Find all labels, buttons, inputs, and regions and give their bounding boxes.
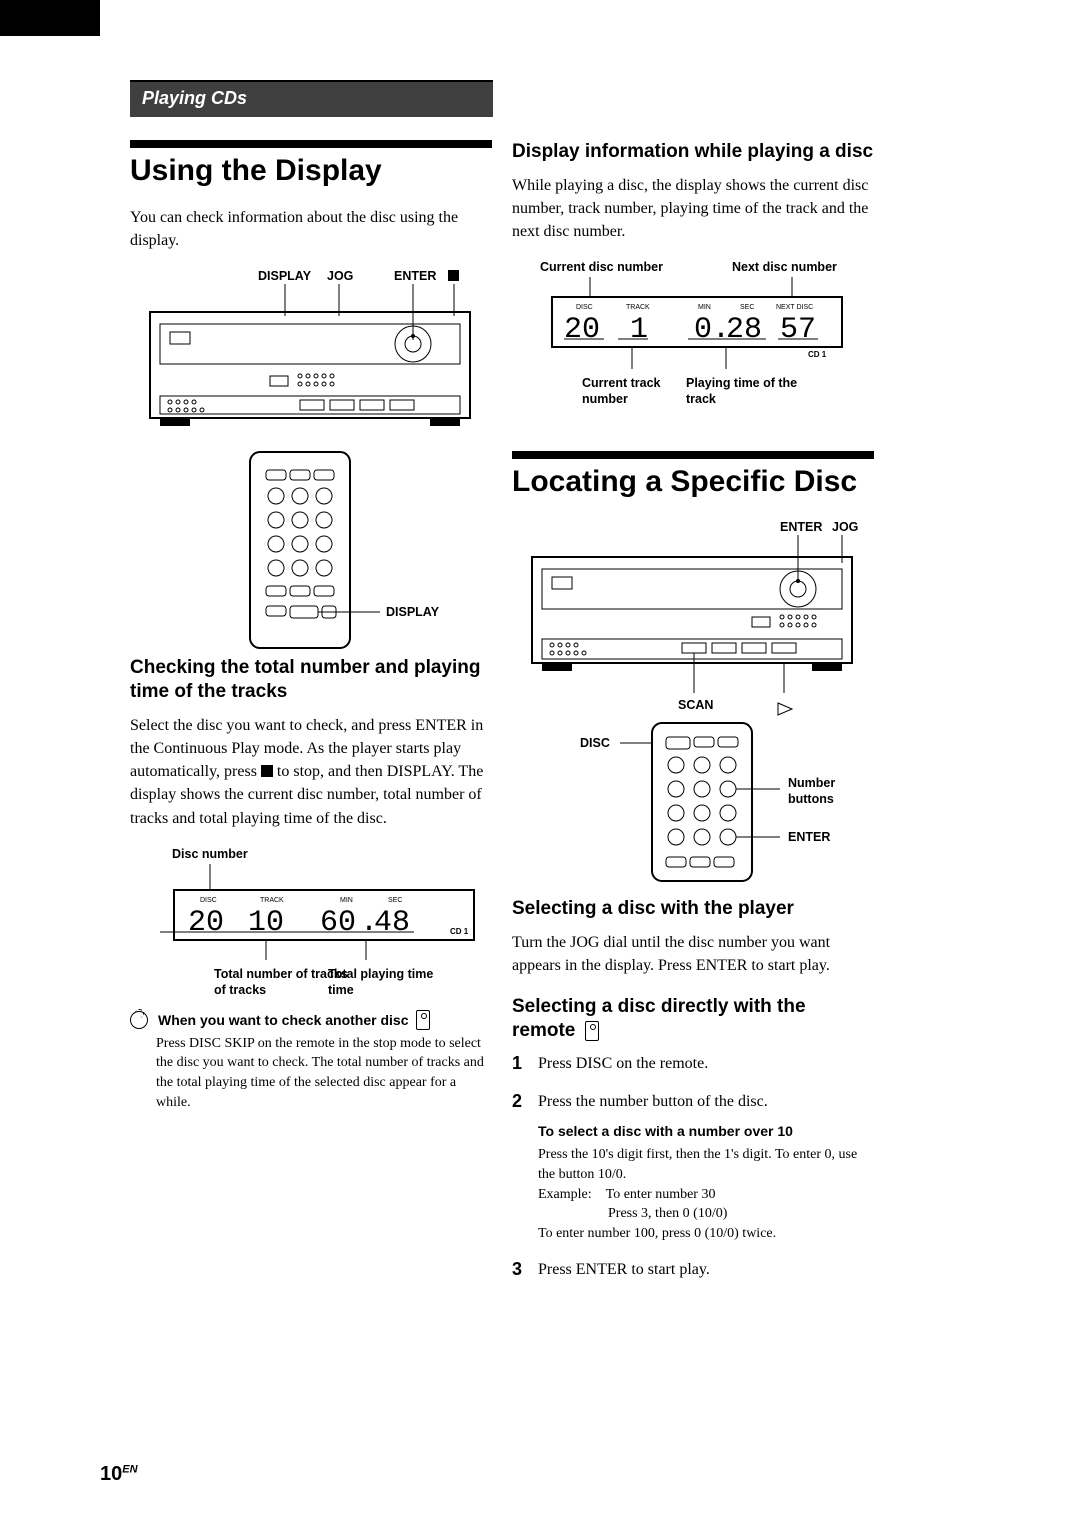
step-text: Press ENTER to start play. <box>538 1259 874 1281</box>
svg-text:TRACK: TRACK <box>626 304 650 311</box>
step-number: 1 <box>512 1053 538 1075</box>
step-subtext: To enter number 100, press 0 (10/0) twic… <box>538 1224 874 1244</box>
step-3: 3 Press ENTER to start play. <box>512 1259 874 1281</box>
svg-text:CD 1: CD 1 <box>450 927 469 936</box>
select-player-paragraph: Turn the JOG dial until the disc number … <box>512 931 874 977</box>
step-subhead: To select a disc with a number over 10 <box>538 1122 874 1142</box>
step-subtext: Press 3, then 0 (10/0) <box>538 1204 874 1224</box>
lcd-playing: Current disc number Next disc number DIS… <box>512 257 874 427</box>
checking-paragraph: Select the disc you want to check, and p… <box>130 714 492 830</box>
svg-text:DISC: DISC <box>200 897 217 904</box>
svg-text:60: 60 <box>320 906 356 940</box>
svg-text:48: 48 <box>374 906 410 940</box>
svg-text:ENTER: ENTER <box>780 520 822 534</box>
svg-text:number: number <box>582 392 628 406</box>
svg-text:DISC: DISC <box>576 304 593 311</box>
label-enter: ENTER <box>394 269 436 283</box>
header-black-bar <box>0 0 100 36</box>
svg-text:Playing time of the: Playing time of the <box>686 376 797 390</box>
svg-text:track: track <box>686 392 716 406</box>
rule <box>512 451 874 459</box>
svg-text:Current disc number: Current disc number <box>540 260 663 274</box>
remote-diagram: DISPLAY <box>130 446 492 656</box>
device-diagram: DISPLAY JOG ENTER <box>130 266 492 446</box>
heading-locating: Locating a Specific Disc <box>512 465 874 499</box>
svg-text:Current track: Current track <box>582 376 661 390</box>
step-subtext: Press the 10's digit first, then the 1's… <box>538 1145 874 1184</box>
svg-text:0: 0 <box>694 313 712 347</box>
svg-text:Number: Number <box>788 776 835 790</box>
step-1: 1 Press DISC on the remote. <box>512 1053 874 1075</box>
label-jog: JOG <box>327 269 353 283</box>
step-text: Press DISC on the remote. <box>538 1053 874 1075</box>
svg-text:SEC: SEC <box>388 897 402 904</box>
remote-display-label: DISPLAY <box>386 605 440 619</box>
svg-text:MIN: MIN <box>340 897 353 904</box>
svg-text:SEC: SEC <box>740 304 754 311</box>
svg-text:time: time <box>328 983 354 997</box>
tip-body: Press DISC SKIP on the remote in the sto… <box>156 1034 492 1112</box>
svg-text:Next disc number: Next disc number <box>732 260 837 274</box>
tip-icon <box>130 1011 148 1029</box>
heading-using-display: Using the Display <box>130 154 492 188</box>
svg-text:DISC: DISC <box>580 736 610 750</box>
svg-text:20: 20 <box>564 313 600 347</box>
rule <box>130 140 492 148</box>
step-number: 3 <box>512 1259 538 1281</box>
tip-block: When you want to check another disc Pres… <box>130 1010 492 1112</box>
svg-text:28: 28 <box>726 313 762 347</box>
section-tab: Playing CDs <box>130 80 493 117</box>
svg-text:CD 1: CD 1 <box>808 350 827 359</box>
svg-text:MIN: MIN <box>698 304 711 311</box>
svg-text:1: 1 <box>630 313 648 347</box>
heading-select-remote: Selecting a disc directly with the remot… <box>512 995 874 1043</box>
svg-text:buttons: buttons <box>788 792 834 806</box>
lcd-total: Disc number DISC TRACK MIN SEC CD 1 20 1… <box>160 844 490 1004</box>
display-info-paragraph: While playing a disc, the display shows … <box>512 174 874 244</box>
remote-icon <box>416 1010 430 1030</box>
step-text: Press the number button of the disc. To … <box>538 1091 874 1243</box>
svg-text:TRACK: TRACK <box>260 897 284 904</box>
svg-text:20: 20 <box>188 906 224 940</box>
remote-diagram-2: DISC Number buttons ENTER <box>512 717 874 887</box>
svg-text:SCAN: SCAN <box>678 698 713 712</box>
svg-text:of tracks: of tracks <box>214 983 266 997</box>
stop-icon <box>261 765 273 777</box>
left-column: Using the Display You can check informat… <box>130 140 492 1112</box>
label-display: DISPLAY <box>258 269 312 283</box>
svg-text:ENTER: ENTER <box>788 830 830 844</box>
device-diagram-2: ENTER JOG <box>512 517 874 717</box>
page-number: 10EN <box>100 1463 138 1486</box>
tip-heading: When you want to check another disc <box>158 1012 408 1028</box>
heading-display-info: Display information while playing a disc <box>512 140 874 164</box>
svg-text:Total playing time: Total playing time <box>328 967 433 981</box>
svg-text:57: 57 <box>780 313 816 347</box>
svg-text:Disc number: Disc number <box>172 847 248 861</box>
heading-select-player: Selecting a disc with the player <box>512 897 874 921</box>
svg-text:NEXT DISC: NEXT DISC <box>776 304 813 311</box>
intro-text: You can check information about the disc… <box>130 206 492 252</box>
svg-text:JOG: JOG <box>832 520 858 534</box>
svg-text:10: 10 <box>248 906 284 940</box>
heading-checking-total: Checking the total number and playing ti… <box>130 656 492 704</box>
step-number: 2 <box>512 1091 538 1243</box>
remote-icon <box>585 1021 599 1041</box>
right-column: Display information while playing a disc… <box>512 140 874 1298</box>
step-2: 2 Press the number button of the disc. T… <box>512 1091 874 1243</box>
stop-icon <box>448 270 459 281</box>
step-subtext: Example: To enter number 30 <box>538 1185 874 1205</box>
